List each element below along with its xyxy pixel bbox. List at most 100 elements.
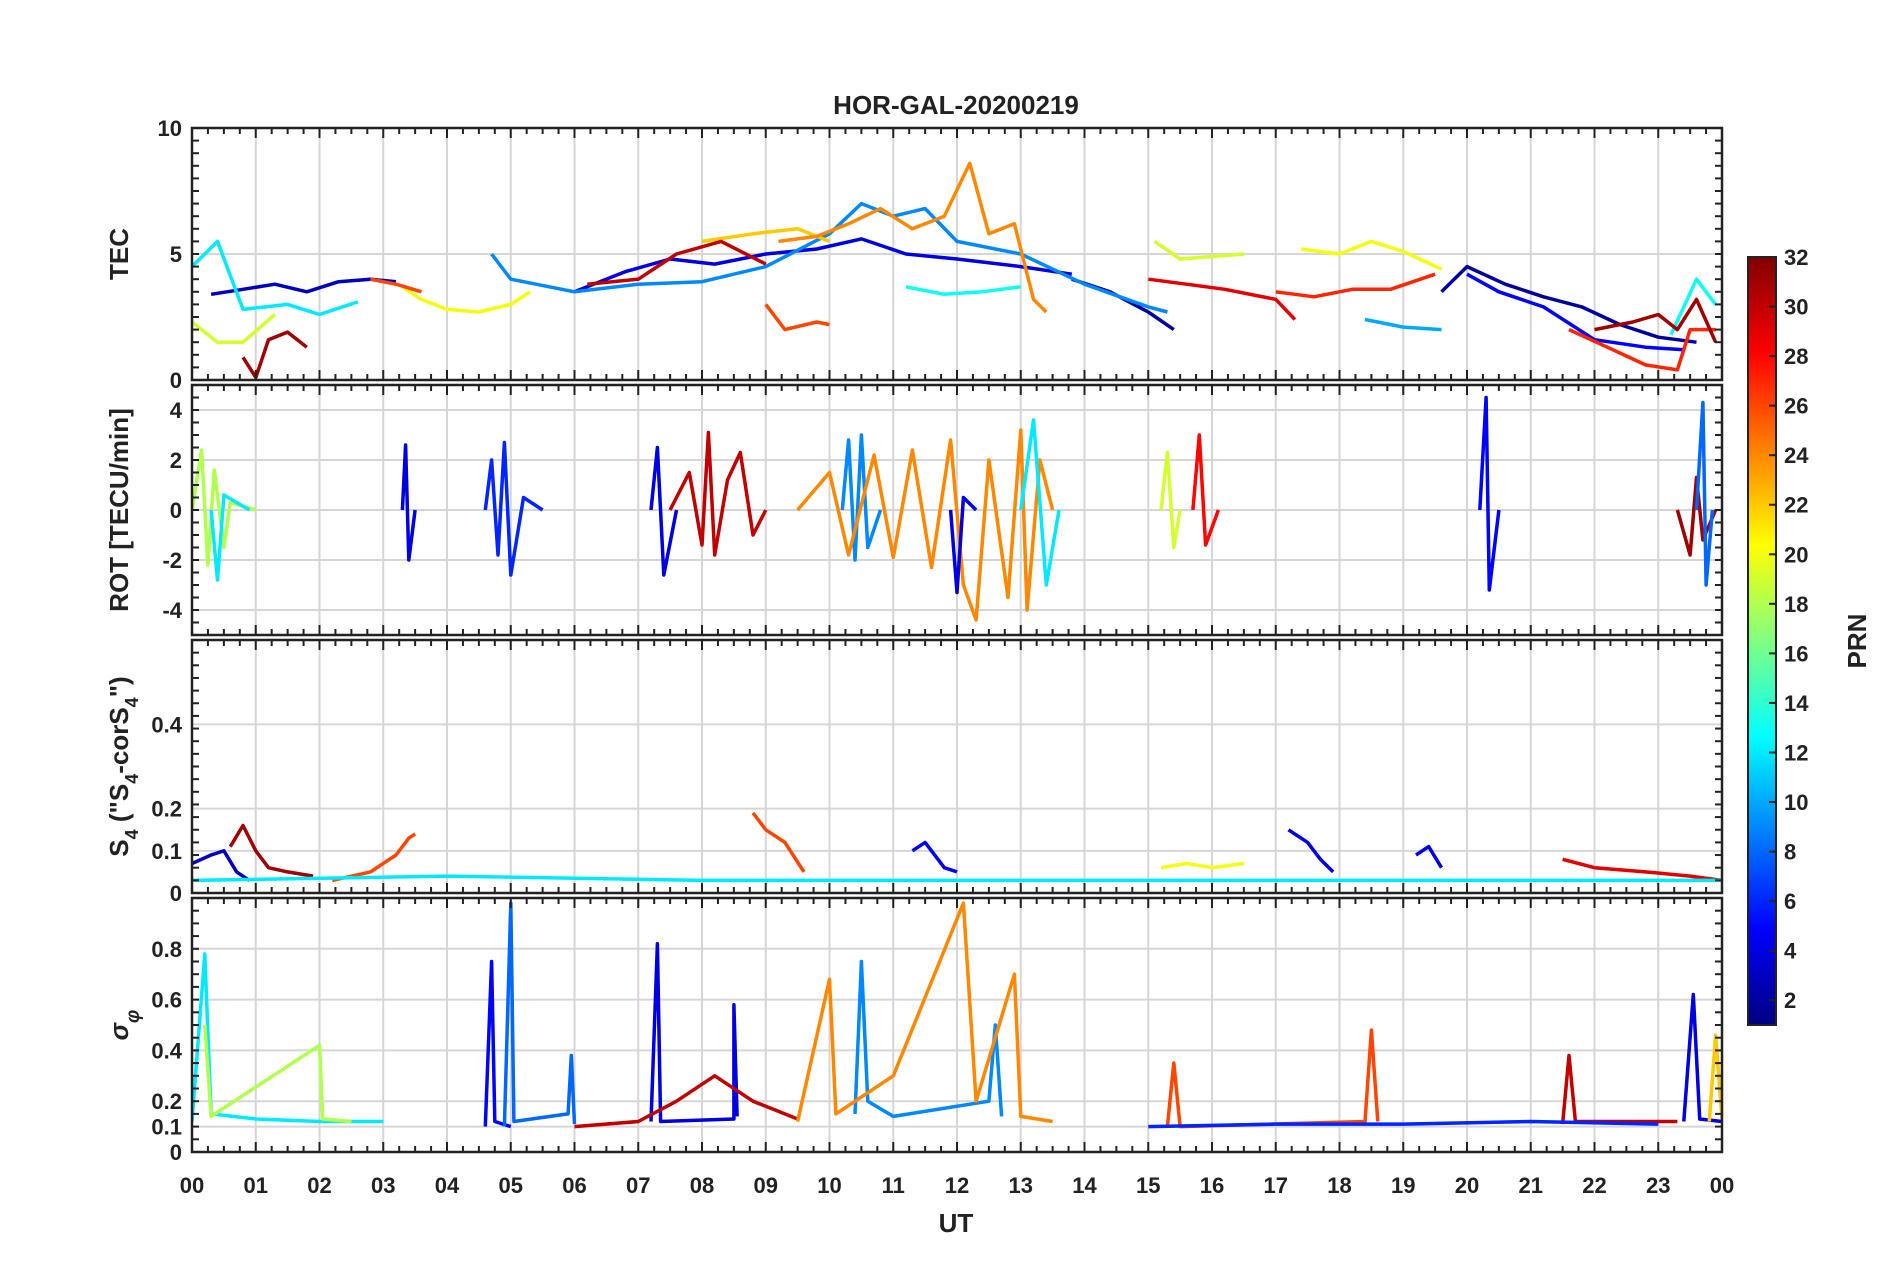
panel-tec-series-prn-30 (587, 239, 767, 286)
x-tick-label: 17 (1264, 1173, 1288, 1198)
x-axis-label: UT (939, 1208, 974, 1238)
x-tick-label: 02 (307, 1173, 331, 1198)
x-tick-label: 01 (244, 1173, 268, 1198)
panel-sigma-series-prn-4 (649, 941, 739, 1124)
panel-tec-series-prn-26 (764, 303, 830, 332)
colorbar-tick-label: 14 (1784, 691, 1809, 716)
colorbar-label: PRN (1842, 614, 1872, 669)
panel-s4-y-tick-label: 0.1 (151, 839, 182, 864)
x-tick-label: 07 (626, 1173, 650, 1198)
x-tick-label: 03 (371, 1173, 395, 1198)
panel-tec-series-prn-13 (905, 285, 1022, 297)
x-tick-label: 16 (1200, 1173, 1224, 1198)
panel-rot-series-prn-4 (948, 495, 978, 595)
x-tick-label: 20 (1455, 1173, 1479, 1198)
panel-tec-series-prn-27 (1275, 272, 1436, 299)
panel-s4-series-prn-5 (911, 840, 958, 874)
panel-tec-series-prn-19 (192, 313, 277, 344)
panel-tec-y-tick-label: 5 (170, 242, 182, 267)
panel-sigma-y-tick-label: 0.8 (151, 937, 182, 962)
panel-rot-series-prn-24 (796, 428, 1055, 622)
panel-rot-series-prn-6 (483, 440, 544, 577)
panel-sigma-series-prn-30 (1560, 1053, 1678, 1125)
panel-tec: 0 5 10 TEC (104, 116, 1724, 393)
x-tick-label: 08 (690, 1173, 714, 1198)
panel-s4: 0 0.1 0.2 0.4 S4 ("S4-corS4") (104, 638, 1724, 906)
panel-s4-series-prn-4 (1287, 828, 1335, 874)
panel-tec-series-prn-24 (778, 161, 1048, 314)
panel-tec-series-prn-13 (1669, 277, 1717, 336)
panel-tec-series-prn-10 (1364, 317, 1442, 332)
panel-tec-series-group (192, 161, 1718, 380)
x-tick-label: 23 (1646, 1173, 1670, 1198)
panel-s4-series-prn-12 (192, 874, 1722, 883)
panel-sigma-y-tick-label: 0.1 (151, 1115, 182, 1140)
colorbar-tick-label: 8 (1784, 840, 1796, 865)
x-tick-label: 19 (1391, 1173, 1415, 1198)
x-tick-label: 14 (1072, 1173, 1097, 1198)
colorbar-tick-label: 26 (1784, 394, 1808, 419)
colorbar-tick-label: 32 (1784, 245, 1808, 270)
x-tick-label: 22 (1582, 1173, 1606, 1198)
panel-rot-series-prn-30 (668, 430, 768, 557)
panel-s4-series-group (192, 811, 1722, 883)
panel-tec-series-prn-20 (401, 285, 531, 314)
x-tick-label: 00 (180, 1173, 204, 1198)
panel-s4-series-prn-26 (331, 832, 417, 883)
panel-s4-frame (190, 638, 1724, 895)
panel-rot: -4 -2 0 2 4 ROT [TECU/min] (104, 383, 1724, 637)
colorbar-gradient (1747, 256, 1777, 1026)
panel-tec-y-axis-label: TEC (104, 228, 134, 280)
panel-rot-series-prn-18 (192, 448, 257, 567)
x-tick-label: 21 (1519, 1173, 1543, 1198)
panel-rot-series-prn-12 (1019, 418, 1061, 587)
x-tick-label: 04 (435, 1173, 460, 1198)
panel-s4-series-prn-4 (1415, 844, 1443, 869)
x-tick-label: 11 (882, 1173, 905, 1198)
panel-sigma-y-tick-label: 0 (170, 1140, 182, 1165)
panel-tec-series-prn-26 (370, 277, 422, 294)
x-tick-label: 06 (562, 1173, 586, 1198)
colorbar-tick-label: 30 (1784, 295, 1808, 320)
panel-tec-series-prn-12 (192, 239, 359, 317)
colorbar-tick-label: 6 (1784, 889, 1796, 914)
colorbar-tick-label: 4 (1784, 939, 1797, 964)
panel-rot-y-tick-label: 2 (170, 448, 182, 473)
panel-rot-series-prn-12 (209, 493, 251, 582)
panel-s4-y-tick-label: 0.4 (151, 712, 182, 737)
panel-sigma-series-prn-9 (853, 959, 1004, 1119)
colorbar-tick-label: 16 (1784, 641, 1808, 666)
chart-title: HOR-GAL-20200219 (833, 90, 1079, 120)
panel-s4-series-prn-31 (228, 823, 314, 878)
panel-rot-series-prn-4 (400, 443, 417, 562)
panel-tec-series-prn-2 (1440, 264, 1697, 344)
panel-rot-series-prn-5 (1478, 395, 1501, 592)
panel-tec-frame (190, 126, 1724, 382)
panel-rot-y-tick-label: 4 (170, 398, 183, 423)
panel-sigma-series-prn-6 (1148, 1119, 1659, 1129)
panel-rot-y-tick-label: -4 (162, 598, 182, 623)
colorbar-tick-label: 2 (1784, 988, 1796, 1013)
colorbar-tick-label: 22 (1784, 493, 1808, 518)
panel-sigma-series-prn-12 (192, 952, 384, 1124)
panel-sigma-series-prn-30 (574, 1074, 799, 1129)
x-tick-label: 15 (1136, 1173, 1160, 1198)
panel-rot-series-prn-28 (1191, 433, 1221, 547)
panel-sigma-frame (190, 896, 1724, 1154)
panel-rot-series-group (192, 395, 1718, 622)
panel-s4-series-prn-29 (1562, 857, 1722, 883)
panel-tec-y-tick-label: 10 (158, 116, 182, 141)
panel-sigma: 00.10.2 0.4 0.6 0.8 σφ (104, 896, 1724, 1165)
panel-tec-series-prn-27 (1568, 327, 1716, 372)
panel-sigma-y-axis-label: σφ (104, 1010, 144, 1041)
panel-tec-y-tick-label: 0 (170, 368, 182, 393)
x-tick-label: 10 (817, 1173, 841, 1198)
colorbar-tick-label: 24 (1784, 443, 1809, 468)
panel-sigma-series-prn-18 (203, 1024, 352, 1124)
panel-s4-y-tick-label: 0.2 (151, 797, 182, 822)
panel-rot-series-prn-8 (1694, 400, 1715, 587)
colorbar-tick-label: 10 (1784, 790, 1808, 815)
panel-tec-series-prn-29 (1148, 277, 1297, 321)
